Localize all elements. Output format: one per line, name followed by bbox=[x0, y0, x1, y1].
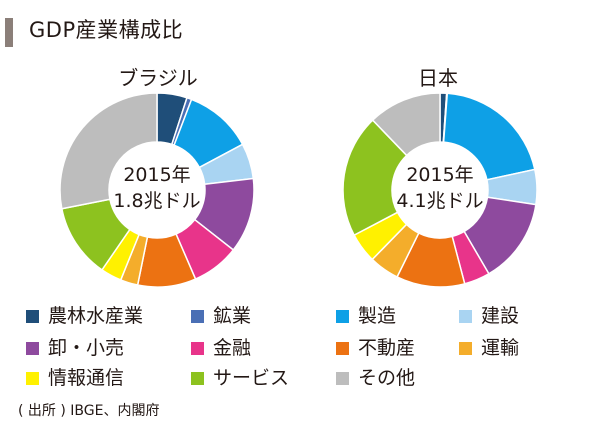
legend-swatch bbox=[459, 341, 472, 355]
legend-label: 製造 bbox=[358, 305, 397, 327]
legend-swatch bbox=[191, 309, 204, 323]
legend-item: 情報通信 bbox=[26, 367, 124, 389]
legend-item: 建設 bbox=[459, 305, 519, 327]
center-year-brazil: 2015年 bbox=[123, 164, 190, 186]
source-note: ( 出所 ) IBGE、内閣府 bbox=[18, 403, 160, 419]
legend-label: その他 bbox=[358, 367, 416, 389]
legend-item: 鉱業 bbox=[191, 305, 251, 327]
legend-swatch bbox=[26, 309, 39, 323]
legend-label: 農林水産業 bbox=[48, 305, 144, 327]
center-year-japan: 2015年 bbox=[406, 164, 473, 186]
chart-label-japan: 日本 bbox=[418, 66, 458, 90]
legend-swatch bbox=[336, 309, 349, 323]
donut-slice-japan-10 bbox=[371, 93, 441, 157]
legend-swatch bbox=[459, 309, 472, 323]
legend-swatch bbox=[336, 371, 349, 385]
donut-slice-japan-2 bbox=[442, 93, 536, 181]
legend-label: 卸・小売 bbox=[48, 337, 125, 359]
legend-label: 金融 bbox=[213, 337, 252, 359]
legend-label: 不動産 bbox=[358, 337, 416, 359]
legend-swatch bbox=[191, 371, 204, 385]
legend-swatch bbox=[26, 341, 39, 355]
legend: 農林水産業 鉱業 製造 建設卸・小売 金融 不動産 運輸情報通信 サービス その他 bbox=[26, 305, 586, 395]
center-gdp-japan: 4.1兆ドル bbox=[396, 190, 483, 212]
donut-slice-japan-9 bbox=[343, 119, 408, 237]
legend-label: 運輸 bbox=[481, 337, 520, 359]
title-accent-bar bbox=[5, 18, 13, 47]
legend-swatch bbox=[191, 341, 204, 355]
legend-label: 建設 bbox=[481, 305, 520, 327]
legend-item: その他 bbox=[336, 367, 415, 389]
page-title: GDP産業構成比 bbox=[29, 18, 184, 42]
legend-item: サービス bbox=[191, 367, 289, 389]
chart-label-brazil: ブラジル bbox=[118, 66, 198, 90]
legend-item: 金融 bbox=[191, 337, 251, 359]
legend-item: 卸・小売 bbox=[26, 337, 124, 359]
legend-label: 情報通信 bbox=[48, 367, 125, 389]
donut-chart-japan: 2015年 4.1兆ドル bbox=[343, 93, 537, 287]
legend-swatch bbox=[336, 341, 349, 355]
legend-swatch bbox=[26, 371, 39, 385]
donut-slice-brazil-10 bbox=[60, 93, 158, 210]
donut-chart-brazil: 2015年 1.8兆ドル bbox=[60, 93, 254, 287]
legend-item: 運輸 bbox=[459, 337, 519, 359]
legend-item: 製造 bbox=[336, 305, 396, 327]
legend-label: 鉱業 bbox=[213, 305, 252, 327]
legend-label: サービス bbox=[213, 367, 290, 389]
legend-item: 不動産 bbox=[336, 337, 415, 359]
legend-item: 農林水産業 bbox=[26, 305, 143, 327]
center-gdp-brazil: 1.8兆ドル bbox=[113, 190, 200, 212]
